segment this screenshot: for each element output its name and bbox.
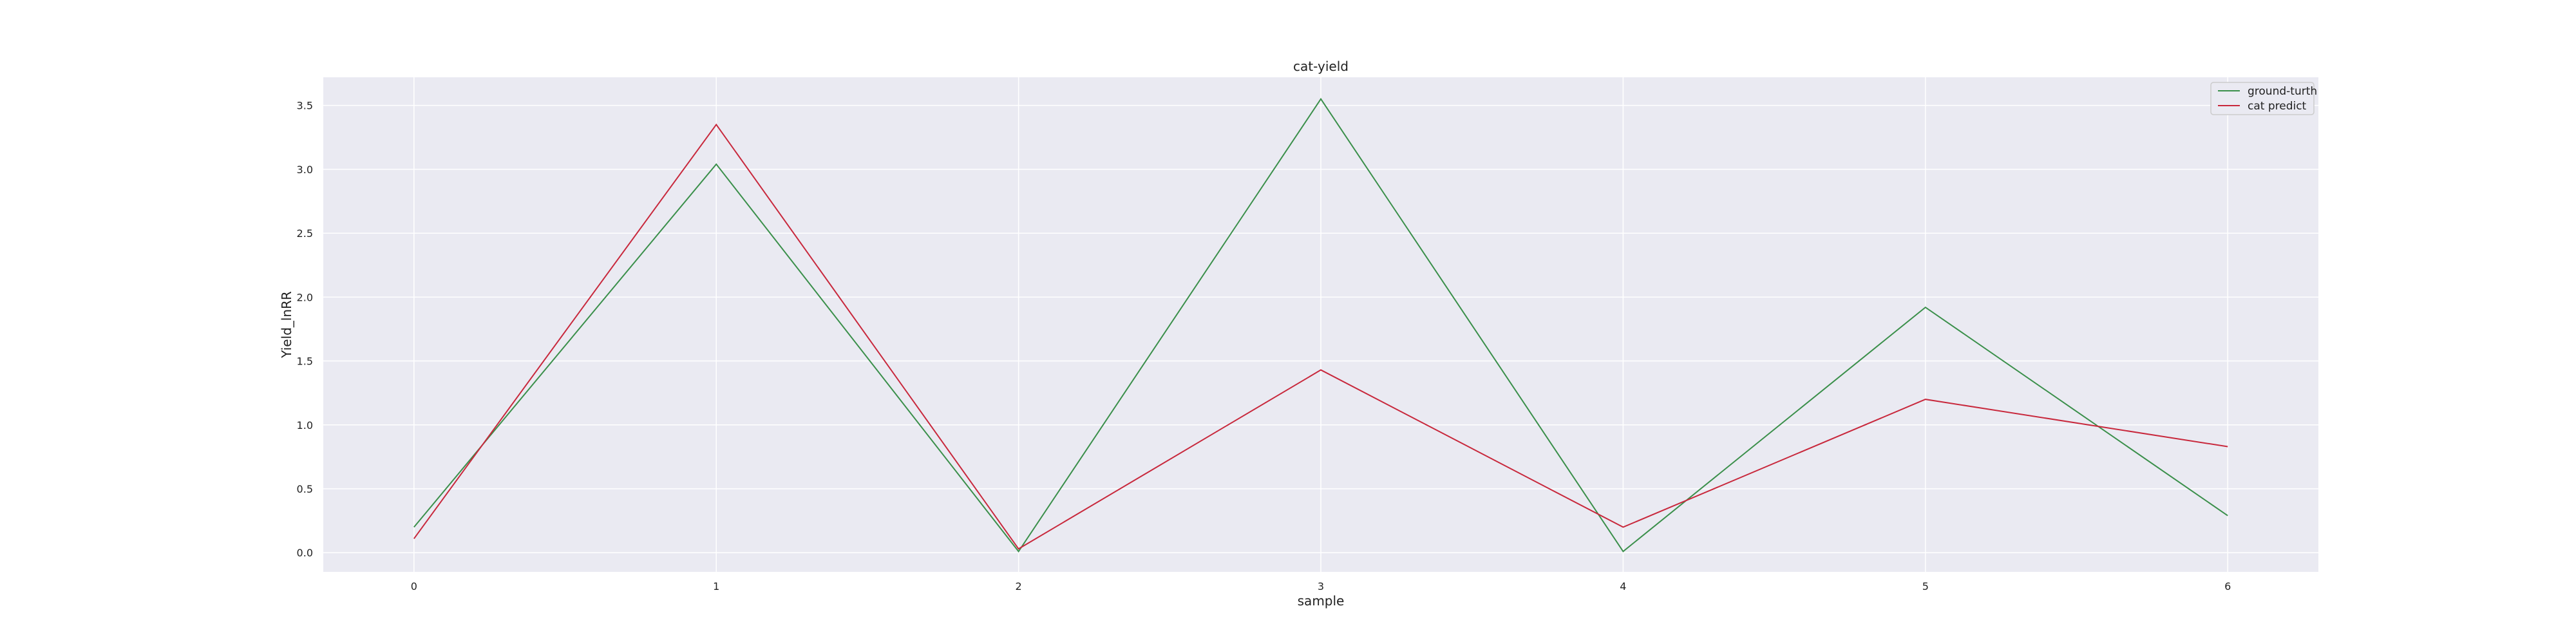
y-tick-label: 3.5 [297,100,313,112]
x-tick-labels: 0 1 2 3 4 5 6 [411,580,2231,592]
legend: ground-turth cat predict [2210,82,2317,115]
y-tick-label: 1.5 [297,355,313,368]
x-tick-label: 1 [713,580,719,592]
x-tick-label: 3 [1318,580,1324,592]
series-line-cat-predict [413,123,2228,550]
x-tick-label: 0 [411,580,417,592]
x-tick-label: 6 [2224,580,2231,592]
legend-label-cat-predict: cat predict [2248,100,2307,113]
y-tick-label: 3.0 [297,164,313,176]
y-axis-label: Yield_lnRR [279,291,294,359]
grid-lines [323,77,2318,572]
legend-label-ground-turth: ground-turth [2248,85,2317,98]
series-lines [413,97,2228,553]
y-tick-label: 1.0 [297,419,313,431]
x-tick-label: 2 [1016,580,1022,592]
x-tick-label: 4 [1620,580,1626,592]
x-axis-label: sample [1298,593,1345,609]
y-tick-label: 0.0 [297,547,313,559]
chart-title: cat-yield [1293,59,1349,74]
y-tick-labels: 0.0 0.5 1.0 1.5 2.0 2.5 3.0 3.5 [297,100,313,560]
y-tick-label: 2.0 [297,291,313,303]
x-tick-label: 5 [1922,580,1929,592]
series-line-ground-turth [413,97,2228,553]
y-tick-label: 2.5 [297,227,313,240]
y-tick-label: 0.5 [297,483,313,495]
